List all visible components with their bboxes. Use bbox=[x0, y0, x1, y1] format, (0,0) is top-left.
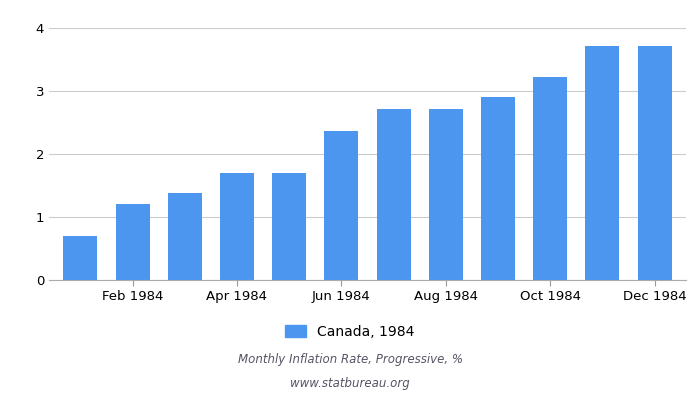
Legend: Canada, 1984: Canada, 1984 bbox=[280, 319, 420, 344]
Bar bbox=[168, 193, 202, 280]
Bar bbox=[638, 46, 671, 280]
Bar bbox=[272, 173, 306, 280]
Bar bbox=[116, 204, 150, 280]
Text: www.statbureau.org: www.statbureau.org bbox=[290, 378, 410, 390]
Bar bbox=[377, 109, 411, 280]
Bar bbox=[429, 109, 463, 280]
Bar bbox=[220, 173, 254, 280]
Bar bbox=[64, 236, 97, 280]
Bar bbox=[481, 97, 515, 280]
Text: Monthly Inflation Rate, Progressive, %: Monthly Inflation Rate, Progressive, % bbox=[237, 354, 463, 366]
Bar bbox=[324, 131, 358, 280]
Bar bbox=[533, 76, 567, 280]
Bar bbox=[585, 46, 620, 280]
